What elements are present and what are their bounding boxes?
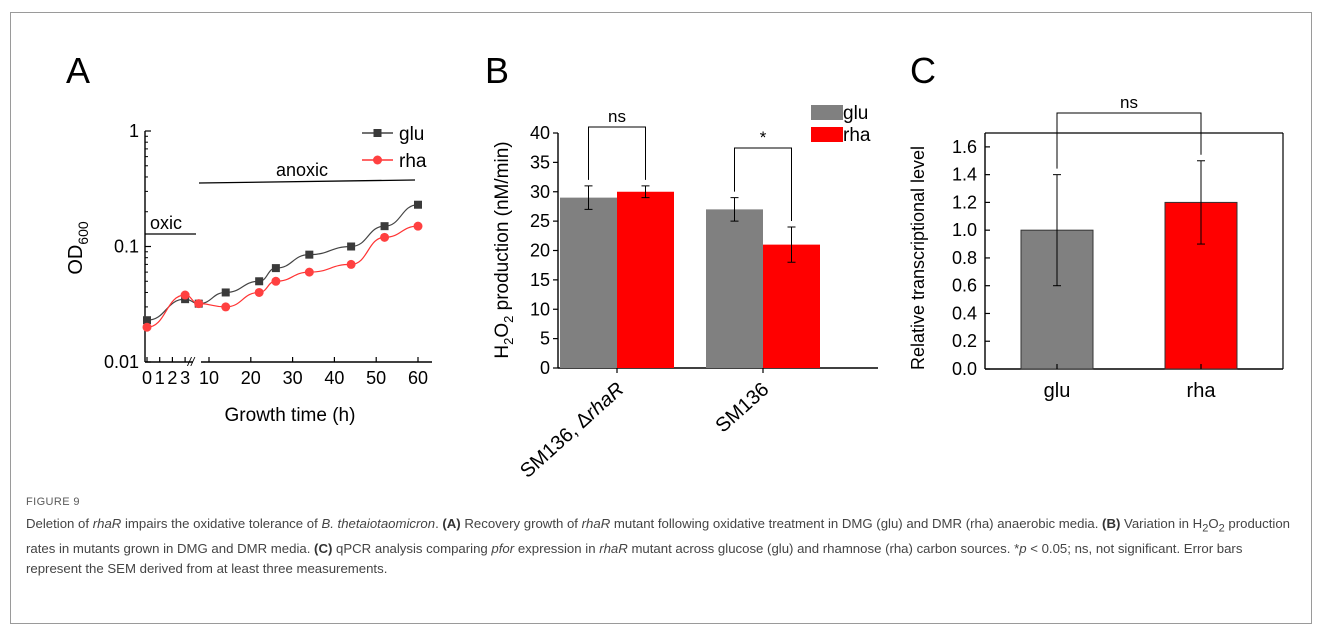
y-tick-label: 0.2 [952, 331, 977, 351]
y-tick-label: 35 [530, 152, 550, 172]
y-tick-label: 0.01 [104, 352, 139, 372]
significance-label: ns [1120, 93, 1138, 112]
axis-break-mark: // [187, 355, 196, 369]
data-point-glu [255, 277, 264, 286]
legend-label-rha: rha [843, 125, 871, 146]
x-tick-label: SM136, ΔrhaR [516, 378, 628, 482]
x-tick-label: 2 [167, 368, 177, 388]
data-point-glu [347, 242, 356, 251]
y-tick-label: 0.0 [952, 359, 977, 379]
y-tick-label: 1.6 [952, 137, 977, 157]
y-axis-label: H2O2 production (nM/min) [492, 141, 516, 358]
x-tick-label: 50 [366, 368, 386, 388]
bar-rha [763, 244, 820, 368]
figure-caption: FIGURE 9 Deletion of rhaR impairs the ox… [26, 496, 1301, 579]
significance-label: * [760, 128, 767, 147]
x-tick-label: 30 [283, 368, 303, 388]
x-tick-label: 60 [408, 368, 428, 388]
legend-swatch-glu [811, 105, 843, 120]
y-tick-label: 0.6 [952, 276, 977, 296]
series-line-glu [146, 204, 419, 321]
panel-c-letter: C [910, 50, 936, 91]
figure-label: FIGURE 9 [26, 496, 80, 508]
x-tick-label: 10 [199, 368, 219, 388]
x-tick-label: 40 [324, 368, 344, 388]
bar-rha [617, 191, 674, 368]
y-tick-label: 15 [530, 270, 550, 290]
data-point-rha [254, 287, 264, 297]
x-tick-label: 20 [241, 368, 261, 388]
data-point-rha [142, 322, 152, 332]
data-point-rha [304, 267, 314, 277]
y-tick-label: 1.0 [952, 220, 977, 240]
bar-glu [706, 209, 763, 368]
x-tick-label: SM136 [712, 378, 774, 437]
y-tick-label: 0.8 [952, 248, 977, 268]
data-point-rha [346, 259, 356, 269]
y-tick-label: 10 [530, 299, 550, 319]
legend-swatch-rha [811, 127, 843, 142]
y-tick-label: 1.2 [952, 192, 977, 212]
panel-b-letter: B [485, 50, 509, 91]
data-point-glu [221, 288, 230, 297]
panel-a-letter: A [66, 50, 90, 91]
data-point-rha [380, 232, 390, 242]
data-point-glu [380, 222, 389, 231]
significance-bracket [1056, 112, 1202, 169]
legend-label-glu: glu [843, 103, 868, 124]
anoxic-bar [198, 179, 416, 184]
figure-frame [10, 12, 1312, 624]
significance-bracket [734, 147, 792, 221]
legend-label-glu: glu [399, 124, 424, 145]
x-axis-label: Growth time (h) [225, 405, 356, 426]
y-axis-label: OD600 [65, 221, 91, 275]
anoxic-label: anoxic [276, 160, 328, 180]
figure-9-charts: A B C //0.010.110 1 2 3 10 20 30 40 50 60OD600Gro… [65, 50, 1284, 483]
x-tick-label: rha [1187, 380, 1217, 402]
y-tick-label: 0 [540, 358, 550, 378]
data-point-rha [221, 302, 231, 312]
panel-b-h2o2-chart: 0 5 10 15 20 25 30 35 40 H2O2 production (nM/min)… [492, 103, 878, 483]
y-tick-label: 0.1 [114, 237, 139, 257]
data-point-rha [413, 221, 423, 231]
data-point-rha [271, 276, 281, 286]
data-point-glu [143, 316, 151, 325]
x-tick-label: glu [1044, 380, 1071, 402]
data-point-glu [414, 200, 422, 209]
panel-c-transcription-chart: 0.0 0.2 0.4 0.6 0.8 1.0 1.2 1.4 1.6 Relative tran… [908, 93, 1284, 402]
y-tick-label: 5 [540, 329, 550, 349]
data-point-glu [305, 250, 314, 259]
data-point-rha [180, 290, 190, 300]
y-tick-label: 1 [129, 121, 139, 141]
y-tick-label: 30 [530, 182, 550, 202]
y-tick-label: 20 [530, 241, 550, 261]
x-tick-label: 1 [155, 368, 165, 388]
series-line-rha [146, 225, 419, 328]
x-tick-label: 3 [180, 368, 190, 388]
y-tick-label: 25 [530, 211, 550, 231]
y-tick-label: 1.4 [952, 165, 977, 185]
legend-label-rha: rha [399, 151, 427, 172]
y-tick-label: 0.4 [952, 303, 977, 323]
data-point-glu [271, 264, 280, 273]
bar-glu [560, 197, 617, 368]
y-tick-label: 40 [530, 123, 550, 143]
significance-bracket [588, 126, 646, 180]
legend-marker-rha [373, 155, 382, 165]
x-tick-label: 0 [142, 368, 152, 388]
oxic-label: oxic [150, 213, 182, 233]
data-point-rha [194, 299, 204, 309]
y-axis-label: Relative transcriptional level [908, 146, 928, 370]
legend-marker-glu [373, 129, 382, 137]
significance-label: ns [608, 107, 626, 126]
caption-text: Deletion of rhaR impairs the oxidative t… [26, 516, 1290, 576]
